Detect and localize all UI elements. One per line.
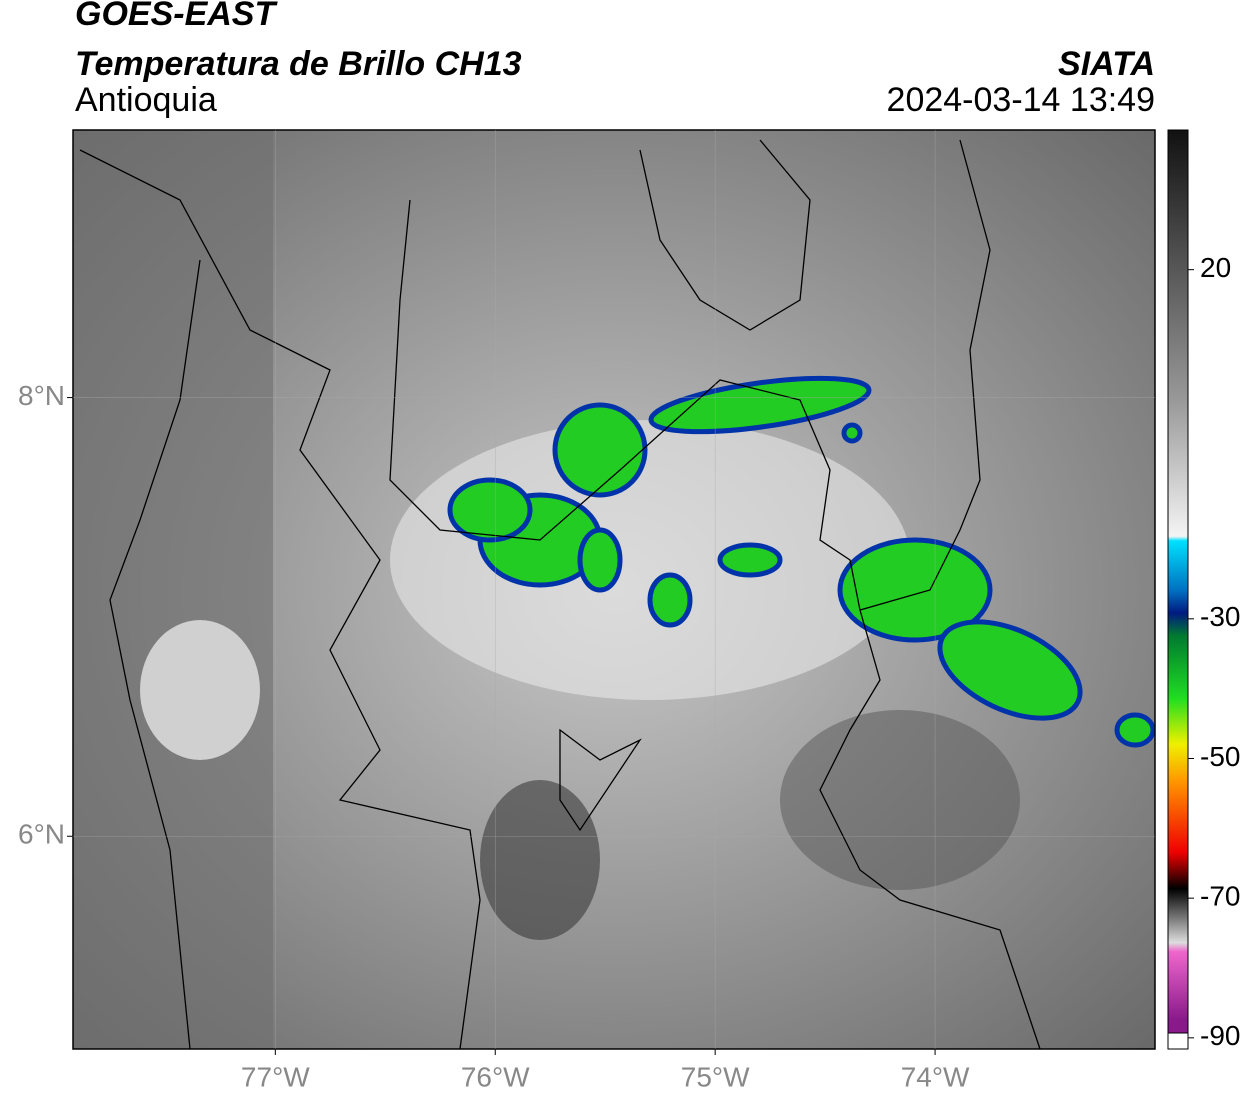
y-tick-label: 6°N — [18, 819, 65, 850]
x-tick-label: 77°W — [241, 1061, 310, 1092]
colorbar-extend — [1167, 1032, 1189, 1050]
subtitle: Temperatura de Brillo CH13 — [75, 45, 522, 83]
colorbar-tick-label: -30 — [1200, 601, 1240, 632]
axes: 77°W 76°W 75°W 74°W 6°N 8°N 20 -30 -50 -70 -90 — [18, 130, 1240, 1092]
timestamp: 2024-03-14 13:49 — [887, 81, 1155, 119]
x-tick-label: 75°W — [681, 1061, 750, 1092]
title: GOES-EAST — [75, 0, 278, 33]
satellite-image — [72, 129, 1156, 1050]
x-tick-label: 74°W — [901, 1061, 970, 1092]
x-tick-label: 76°W — [461, 1061, 530, 1092]
colorbar-tick-label: -70 — [1200, 881, 1240, 912]
colorbar-tick-label: 20 — [1200, 252, 1231, 283]
region: Antioquia — [75, 81, 217, 119]
y-tick-label: 8°N — [18, 380, 65, 411]
header: GOES-EAST Temperatura de Brillo CH13 Ant… — [75, 0, 1155, 119]
colorbar-tick-label: -90 — [1200, 1020, 1240, 1051]
colorbar — [1167, 129, 1189, 1034]
colorbar-tick-label: -50 — [1200, 741, 1240, 772]
source: SIATA — [1058, 45, 1155, 83]
